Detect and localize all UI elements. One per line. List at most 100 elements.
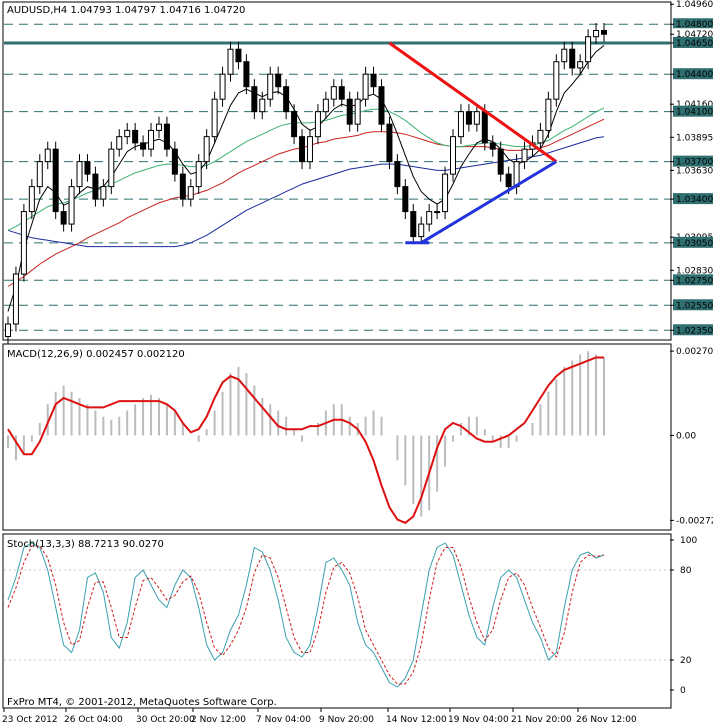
candle-body xyxy=(314,111,321,138)
candle-body xyxy=(473,111,480,125)
support-trendline xyxy=(420,160,558,245)
stoch-tick-label: 80 xyxy=(680,566,692,576)
price-tick-label: 1.04650 xyxy=(676,39,713,49)
candle-body xyxy=(36,161,43,188)
candle-body xyxy=(68,186,75,225)
candle-65 xyxy=(521,141,528,170)
stoch-tick-3: 0 xyxy=(670,686,686,696)
stoch-level-lines xyxy=(4,569,670,661)
candle-52 xyxy=(418,216,425,245)
candle-71 xyxy=(569,41,576,76)
candle-39 xyxy=(314,104,321,145)
time-tick-1: 26 Oct 04:00 xyxy=(64,708,123,725)
candle-54 xyxy=(434,204,441,220)
price-tick-label: 1.03895 xyxy=(676,133,713,143)
candle-67 xyxy=(537,122,544,151)
candle-body xyxy=(187,186,194,200)
price-tick-label: 1.04960 xyxy=(676,0,713,10)
candle-body xyxy=(553,61,560,100)
candle-body xyxy=(235,48,242,63)
macd-panel-frame xyxy=(2,343,672,531)
candle-body xyxy=(267,73,274,100)
candle-21 xyxy=(171,141,178,182)
stoch-lines xyxy=(7,542,605,688)
macd-signal-line xyxy=(7,356,604,524)
candle-body xyxy=(457,111,464,138)
price-tick-box xyxy=(673,324,713,336)
candle-body xyxy=(338,86,345,100)
price-tick-15: 1.02550 xyxy=(670,299,713,311)
candle-49 xyxy=(394,154,401,195)
ma-red-line xyxy=(7,118,605,287)
candle-body xyxy=(545,98,552,131)
candle-4 xyxy=(36,154,43,195)
candle-2 xyxy=(20,204,27,282)
candle-body xyxy=(219,73,226,100)
price-tick-box xyxy=(673,105,713,117)
time-tick-0: 23 Oct 2012 xyxy=(2,708,58,725)
price-tick-2: 1.04720 xyxy=(670,28,713,40)
candle-body xyxy=(259,98,266,113)
candle-12 xyxy=(100,179,107,207)
candle-6 xyxy=(52,141,59,220)
candle-body xyxy=(243,61,250,88)
candle-body xyxy=(505,173,512,188)
time-tick-6: 14 Nov 12:00 xyxy=(386,708,447,725)
candle-70 xyxy=(561,41,568,70)
price-tick-label: 1.04400 xyxy=(676,70,713,80)
candle-body xyxy=(481,111,488,144)
macd-histogram xyxy=(7,351,605,517)
candle-body xyxy=(386,123,393,163)
candle-body xyxy=(378,86,385,125)
candle-body xyxy=(362,73,369,100)
stoch-axis: 100 80 20 0 xyxy=(670,536,697,696)
price-tick-10: 1.03400 xyxy=(670,193,713,205)
candle-72 xyxy=(577,54,584,76)
macd-tick-0: 0.002704 xyxy=(670,347,713,357)
candle-8 xyxy=(68,179,75,232)
candle-73 xyxy=(585,29,592,70)
stoch-tick-label: 20 xyxy=(680,656,692,666)
price-tick-box xyxy=(673,36,713,48)
candle-3 xyxy=(28,179,35,220)
candle-body xyxy=(195,161,202,188)
candle-48 xyxy=(386,116,393,170)
candle-body xyxy=(148,129,155,150)
macd-panel: 0.002704 0.00 -0.002723 MACD(12,26,9) 0.00… xyxy=(2,343,713,531)
stoch-main-line xyxy=(7,542,605,688)
price-tick-label: 1.04100 xyxy=(676,108,713,118)
price-tick-12: 1.03050 xyxy=(670,236,713,249)
candle-37 xyxy=(299,129,306,170)
candle-32 xyxy=(259,91,266,120)
candle-7 xyxy=(60,204,67,232)
candle-15 xyxy=(124,122,131,145)
candle-55 xyxy=(442,166,449,220)
price-tick-label: 1.03050 xyxy=(676,239,713,249)
candle-body xyxy=(306,136,313,163)
candle-11 xyxy=(92,166,99,207)
price-tick-13: 1.02830 xyxy=(670,266,713,276)
price-tick-14: 1.02750 xyxy=(670,274,713,286)
candle-body xyxy=(418,223,425,238)
candle-body xyxy=(100,186,107,200)
stoch-tick-0: 100 xyxy=(670,536,697,546)
candle-body xyxy=(52,148,59,213)
time-tick-7: 19 Nov 04:00 xyxy=(448,708,509,725)
candle-28 xyxy=(227,41,234,82)
price-tick-8: 1.03700 xyxy=(670,155,713,168)
candle-body xyxy=(465,111,472,125)
price-tick-16: 1.02350 xyxy=(670,324,713,336)
candle-44 xyxy=(354,91,361,132)
candle-16 xyxy=(132,122,139,151)
candle-19 xyxy=(155,116,162,138)
candle-41 xyxy=(330,79,337,107)
candle-body xyxy=(489,142,496,150)
candle-17 xyxy=(140,135,147,157)
candle-29 xyxy=(235,41,242,70)
candle-5 xyxy=(44,141,51,170)
candle-75 xyxy=(601,22,607,42)
price-tick-box xyxy=(673,68,713,80)
